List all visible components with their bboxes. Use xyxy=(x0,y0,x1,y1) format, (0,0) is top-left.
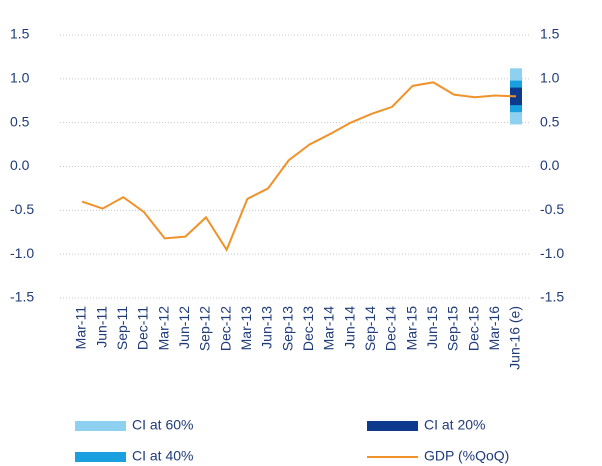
x-tick-label: Dec-14 xyxy=(383,306,399,351)
x-tick-label: Mar-11 xyxy=(73,306,89,350)
x-tick-label: Jun-13 xyxy=(259,306,275,349)
x-tick-label: Sep-12 xyxy=(197,306,213,351)
y2-tick-label: -0.5 xyxy=(540,201,564,217)
x-tick-label: Jun-16 (e) xyxy=(507,306,523,370)
y2-tick-label: 0.5 xyxy=(540,113,560,129)
y2-tick-label: 1.0 xyxy=(540,70,560,86)
y-tick-label: 1.5 xyxy=(10,26,30,42)
y2-tick-label: -1.5 xyxy=(540,289,564,305)
x-tick-label: Jun-15 xyxy=(424,306,440,349)
y-tick-label: -0.5 xyxy=(10,201,34,217)
legend-label: CI at 60% xyxy=(132,417,193,433)
y-tick-label: 1.0 xyxy=(10,70,30,86)
legend-label: CI at 40% xyxy=(132,448,193,464)
x-tick-label: Dec-13 xyxy=(300,306,316,351)
x-tick-label: Jun-14 xyxy=(341,306,357,349)
y-tick-label: -1.5 xyxy=(10,289,34,305)
y-tick-label: 0.5 xyxy=(10,113,30,129)
x-tick-label: Jun-11 xyxy=(93,306,109,348)
x-tick-label: Mar-13 xyxy=(238,306,254,351)
legend-label: GDP (%QoQ) xyxy=(424,448,509,464)
x-tick-label: Sep-14 xyxy=(362,306,378,351)
x-tick-label: Mar-14 xyxy=(321,306,337,351)
x-tick-label: Sep-13 xyxy=(279,306,295,351)
x-tick-label: Dec-15 xyxy=(465,306,481,351)
x-tick-label: Mar-16 xyxy=(486,306,502,351)
x-tick-label: Mar-12 xyxy=(155,306,171,351)
y-tick-label: 0.0 xyxy=(10,157,30,173)
x-tick-label: Dec-12 xyxy=(217,306,233,351)
x-tick-label: Sep-15 xyxy=(445,306,461,351)
legend-swatch xyxy=(75,421,126,431)
legend-swatch xyxy=(75,452,126,462)
legend-label: CI at 20% xyxy=(424,417,485,433)
y-tick-label: -1.0 xyxy=(10,245,34,261)
x-tick-label: Jun-12 xyxy=(176,306,192,349)
legend-swatch xyxy=(367,421,418,431)
y2-tick-label: 0.0 xyxy=(540,157,560,173)
x-tick-label: Mar-15 xyxy=(403,306,419,351)
x-tick-label: Dec-11 xyxy=(135,306,151,350)
line-series xyxy=(81,81,517,252)
y2-tick-label: -1.0 xyxy=(540,245,564,261)
x-tick-label: Sep-11 xyxy=(114,306,130,350)
y2-tick-label: 1.5 xyxy=(540,26,560,42)
